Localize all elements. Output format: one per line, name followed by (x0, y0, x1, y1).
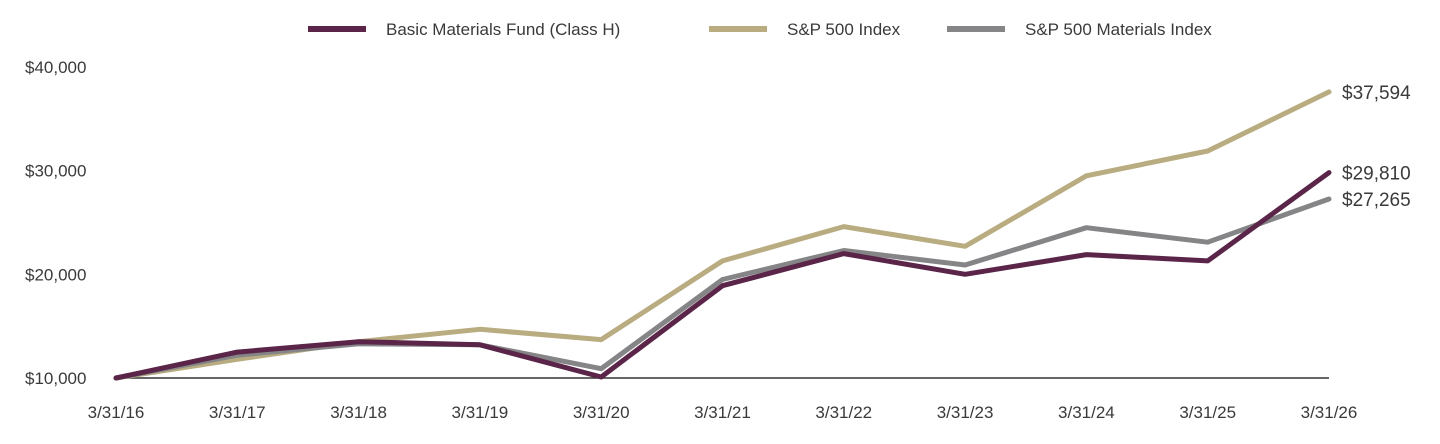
legend-label-0: Basic Materials Fund (Class H) (386, 20, 620, 39)
x-tick-label: 3/31/23 (937, 403, 994, 422)
series-line-0 (113, 170, 1332, 381)
legend-label-2: S&P 500 Materials Index (1025, 20, 1212, 39)
legend: Basic Materials Fund (Class H) S&P 500 In… (308, 20, 1212, 39)
end-label-0: $29,810 (1342, 164, 1411, 185)
x-tick-label: 3/31/19 (452, 403, 509, 422)
y-tick-label: $30,000 (25, 162, 86, 181)
x-tick-label: 3/31/20 (573, 403, 630, 422)
y-tick-label: $40,000 (25, 58, 86, 77)
legend-label-1: S&P 500 Index (787, 20, 901, 39)
x-tick-label: 3/31/26 (1301, 403, 1358, 422)
x-tick-label: 3/31/17 (209, 403, 266, 422)
x-tick-label: 3/31/18 (330, 403, 387, 422)
end-labels: $29,810 $37,594 $27,265 (1342, 83, 1411, 211)
series-group (113, 89, 1332, 381)
x-tick-label: 3/31/16 (88, 403, 145, 422)
x-tick-label: 3/31/24 (1058, 403, 1115, 422)
y-tick-label: $10,000 (25, 369, 86, 388)
x-tick-label: 3/31/22 (815, 403, 872, 422)
end-label-2: $27,265 (1342, 190, 1411, 211)
x-tick-label: 3/31/25 (1179, 403, 1236, 422)
x-tick-label: 3/31/21 (694, 403, 751, 422)
y-tick-label: $20,000 (25, 265, 86, 284)
end-label-1: $37,594 (1342, 83, 1411, 104)
y-axis: $10,000 $20,000 $30,000 $40,000 (25, 58, 86, 388)
x-axis: 3/31/16 3/31/17 3/31/18 3/31/19 3/31/20 3/31/… (88, 403, 1358, 422)
